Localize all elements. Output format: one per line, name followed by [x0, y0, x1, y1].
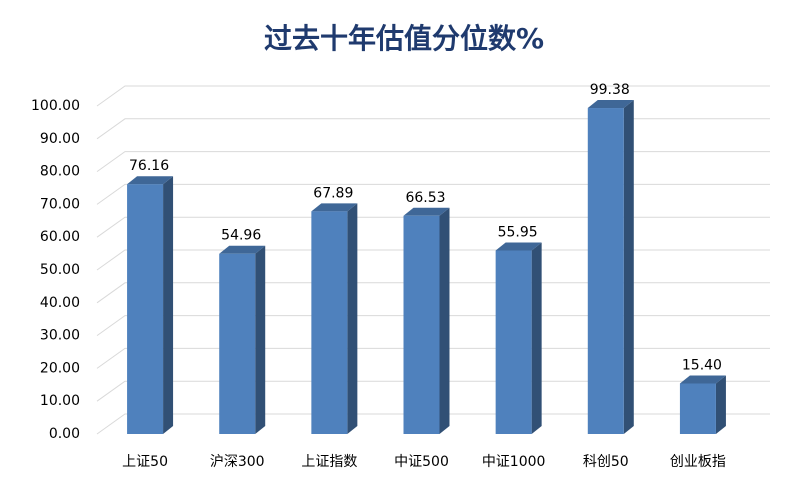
grid-line [96, 413, 770, 435]
value-label: 15.40 [682, 357, 722, 373]
grid-line [96, 282, 770, 304]
x-tick-label: 沪深300 [210, 454, 265, 470]
y-tick-label: 50.00 [40, 262, 80, 278]
bar-top [127, 176, 174, 185]
bar [587, 108, 624, 434]
bar-top [679, 375, 726, 384]
y-tick-label: 20.00 [40, 360, 80, 376]
value-label: 55.95 [498, 224, 538, 240]
grid-line [96, 249, 770, 271]
value-label: 54.96 [221, 228, 261, 244]
bar [495, 250, 532, 434]
y-tick-label: 80.00 [40, 164, 80, 180]
y-tick-label: 0.00 [49, 426, 80, 442]
value-label: 66.53 [405, 190, 445, 206]
bar-top [587, 100, 634, 109]
grid-line [96, 347, 770, 369]
bar-top [219, 245, 266, 254]
x-tick-label: 中证500 [394, 454, 449, 470]
bar-top [495, 242, 542, 251]
bar [679, 383, 716, 434]
y-tick-label: 70.00 [40, 196, 80, 212]
y-tick-label: 60.00 [40, 229, 80, 245]
y-tick-label: 10.00 [40, 393, 80, 409]
x-tick-label: 上证指数 [301, 454, 357, 470]
bar [311, 211, 348, 434]
grid-line [96, 380, 770, 402]
bar [403, 215, 440, 434]
y-tick-label: 90.00 [40, 131, 80, 147]
y-tick-label: 100.00 [31, 98, 80, 114]
value-label: 67.89 [313, 185, 353, 201]
bar [219, 253, 256, 434]
bar-side [623, 100, 634, 434]
grid-line [96, 118, 770, 140]
x-tick-label: 创业板指 [670, 454, 726, 470]
y-tick-label: 40.00 [40, 295, 80, 311]
bar-top [403, 207, 450, 216]
grid-line [96, 315, 770, 337]
value-label: 99.38 [590, 82, 630, 98]
grid-line [96, 183, 770, 205]
x-tick-label: 中证1000 [482, 454, 546, 470]
value-label: 76.16 [129, 158, 169, 174]
grid-line [96, 151, 770, 173]
bar-side [439, 207, 450, 434]
bar-side [715, 375, 726, 434]
grid-line [96, 216, 770, 238]
grid-line [96, 85, 770, 107]
bar-side [163, 176, 174, 435]
x-tick-label: 科创50 [583, 454, 629, 470]
bar-top [311, 203, 358, 212]
bar-side [347, 203, 358, 434]
bar-side [255, 245, 266, 434]
x-tick-label: 上证50 [122, 454, 168, 470]
bar-side [531, 242, 542, 434]
y-tick-label: 30.00 [40, 328, 80, 344]
bar [127, 184, 164, 434]
chart-title: 过去十年估值分位数% [264, 22, 544, 55]
